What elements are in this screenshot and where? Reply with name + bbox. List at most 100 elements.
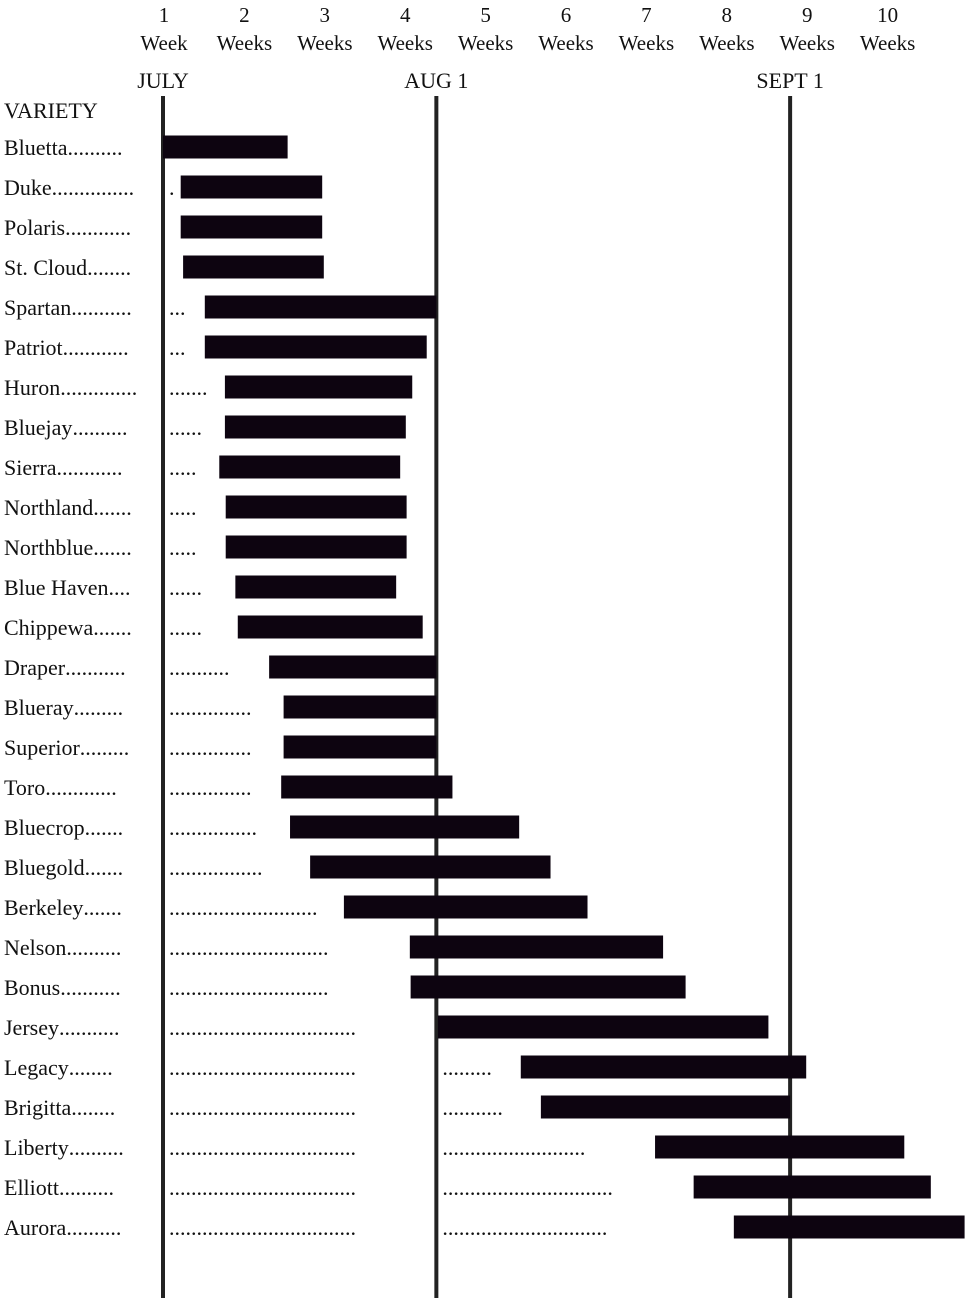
leader-dots: .................................. bbox=[169, 1175, 356, 1200]
leader-dots: .................................. bbox=[169, 1215, 356, 1240]
harvest-bar bbox=[180, 215, 323, 239]
harvest-bar bbox=[343, 895, 588, 919]
week-tick-number: 3 bbox=[320, 3, 331, 27]
harvest-bar bbox=[204, 335, 427, 359]
leader-dots: ............................. bbox=[169, 975, 329, 1000]
week-tick-unit: Weeks bbox=[699, 31, 754, 55]
harvest-bar bbox=[237, 615, 423, 639]
leader-dots: .......... bbox=[69, 1135, 124, 1160]
leader-dots: ............. bbox=[45, 775, 117, 800]
harvest-bar bbox=[269, 655, 437, 679]
week-tick-unit: Weeks bbox=[619, 31, 674, 55]
variety-name: Jersey bbox=[4, 1015, 59, 1040]
variety-name: Bonus bbox=[4, 975, 60, 1000]
harvest-bar bbox=[180, 175, 323, 199]
leader-dots: ............ bbox=[57, 455, 123, 480]
harvest-bar bbox=[410, 975, 686, 999]
leader-dots: ... bbox=[169, 295, 186, 320]
variety-name: Sierra bbox=[4, 455, 57, 480]
harvest-bar bbox=[409, 935, 664, 959]
harvest-bar bbox=[693, 1175, 931, 1199]
week-tick-unit: Weeks bbox=[779, 31, 834, 55]
variety-name: Aurora bbox=[4, 1215, 67, 1240]
week-tick-number: 10 bbox=[877, 3, 898, 27]
leader-dots: ...... bbox=[169, 575, 202, 600]
leader-dots: .......... bbox=[68, 135, 123, 160]
harvest-bar bbox=[655, 1135, 905, 1159]
variety-name: Legacy bbox=[4, 1055, 69, 1080]
week-tick-number: 7 bbox=[641, 3, 652, 27]
leader-dots: ...... bbox=[169, 415, 202, 440]
leader-dots: ....... bbox=[83, 895, 122, 920]
harvest-bar bbox=[283, 735, 437, 759]
week-tick-number: 5 bbox=[480, 3, 491, 27]
harvest-bar bbox=[163, 135, 288, 159]
week-tick-number: 9 bbox=[802, 3, 813, 27]
variety-name: Bluetta bbox=[4, 135, 68, 160]
harvest-bars bbox=[163, 135, 965, 1239]
harvest-bar bbox=[281, 775, 453, 799]
harvest-bar bbox=[733, 1215, 965, 1239]
leader-dots: ....... bbox=[85, 855, 124, 880]
variety-name: Berkeley bbox=[4, 895, 83, 920]
week-tick-number: 8 bbox=[722, 3, 733, 27]
week-tick-unit: Weeks bbox=[377, 31, 432, 55]
variety-name: Elliott bbox=[4, 1175, 59, 1200]
variety-name: St. Cloud bbox=[4, 255, 87, 280]
leader-dots: ..... bbox=[169, 495, 197, 520]
leader-dots: ........... bbox=[71, 295, 132, 320]
week-tick-unit: Weeks bbox=[538, 31, 593, 55]
week-tick-number: 2 bbox=[239, 3, 250, 27]
harvest-bar bbox=[183, 255, 324, 279]
leader-dots: .............. bbox=[60, 375, 137, 400]
month-label: SEPT 1 bbox=[756, 68, 823, 93]
variety-name: Nelson bbox=[4, 935, 66, 960]
leader-dots: ............... bbox=[169, 775, 252, 800]
leader-dots: ............... bbox=[169, 735, 252, 760]
variety-name: Brigitta bbox=[4, 1095, 71, 1120]
week-tick-number: 4 bbox=[400, 3, 411, 27]
leader-dots: ........ bbox=[71, 1095, 115, 1120]
leader-dots: .................................. bbox=[169, 1095, 356, 1120]
harvest-bar bbox=[224, 375, 413, 399]
harvest-bar bbox=[310, 855, 551, 879]
variety-name: Northland bbox=[4, 495, 93, 520]
leader-dots: ....... bbox=[85, 815, 124, 840]
week-tick-number: 1 bbox=[159, 3, 170, 27]
leader-dots: ........ bbox=[69, 1055, 113, 1080]
variety-labels: Bluetta ..........Duke............... .Pol… bbox=[4, 135, 613, 1240]
harvest-bar bbox=[283, 695, 437, 719]
leader-dots: ........ bbox=[87, 255, 131, 280]
leader-dots: .......... bbox=[72, 415, 127, 440]
leader-dots: ............... bbox=[169, 695, 252, 720]
leader-dots: ........... bbox=[59, 1015, 120, 1040]
leader-dots: ............ bbox=[63, 335, 129, 360]
variety-name: Duke bbox=[4, 175, 52, 200]
leader-dots: ....... bbox=[93, 535, 132, 560]
leader-dots: ....... bbox=[93, 495, 132, 520]
leader-dots: ........... bbox=[65, 655, 126, 680]
leader-dots: ......... bbox=[74, 695, 124, 720]
harvest-bar bbox=[290, 815, 520, 839]
variety-name: Polaris bbox=[4, 215, 65, 240]
variety-name: Toro bbox=[4, 775, 45, 800]
variety-name: Blue Haven bbox=[4, 575, 108, 600]
leader-dots: . bbox=[169, 175, 175, 200]
leader-dots: ............... bbox=[52, 175, 135, 200]
variety-name: Bluegold bbox=[4, 855, 85, 880]
leader-dots: ....... bbox=[169, 375, 208, 400]
variety-name: Patriot bbox=[4, 335, 63, 360]
variety-name: Huron bbox=[4, 375, 60, 400]
leader-dots: .... bbox=[108, 575, 130, 600]
leader-dots: ......... bbox=[442, 1055, 492, 1080]
week-tick-unit: Weeks bbox=[458, 31, 513, 55]
week-tick-labels: 1 Week 2 Weeks 3 Weeks 4 Weeks 5 Weeks 6 Weeks 7 Week… bbox=[140, 3, 915, 55]
leader-dots: ................ bbox=[169, 815, 257, 840]
variety-name: Northblue bbox=[4, 535, 93, 560]
harvest-bar bbox=[540, 1095, 791, 1119]
leader-dots: ............................. bbox=[169, 935, 329, 960]
leader-dots: .................................. bbox=[169, 1055, 356, 1080]
variety-name: Chippewa bbox=[4, 615, 93, 640]
leader-dots: ..... bbox=[169, 455, 197, 480]
